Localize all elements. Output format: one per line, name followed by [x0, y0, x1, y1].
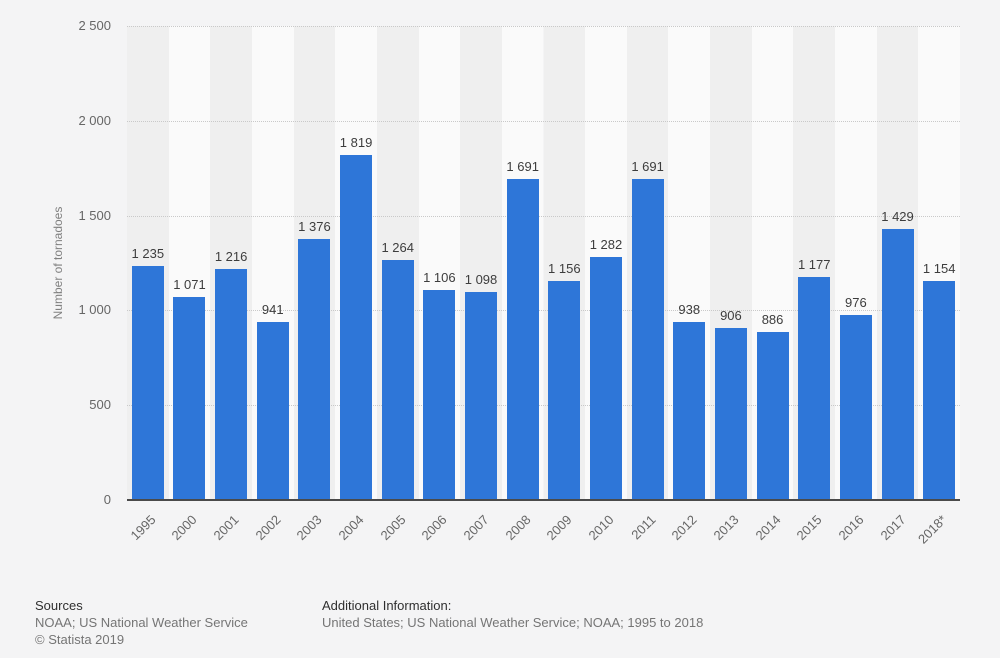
gridline-2500: [127, 26, 960, 27]
additional-info-heading: Additional Information:: [322, 598, 452, 613]
sources-line: NOAA; US National Weather Service: [35, 615, 248, 630]
copyright: © Statista 2019: [35, 632, 125, 647]
bar-2014[interactable]: [756, 332, 789, 500]
gridline-1000: [127, 310, 960, 312]
y-tick-label-0: 0: [103, 492, 111, 507]
bar-2000[interactable]: [173, 297, 206, 500]
bar-2016[interactable]: [839, 315, 872, 500]
x-axis: 1995 2000 2001 2002 2003 2004 2005 2006 2007 2008…: [127, 500, 960, 570]
bar-2011[interactable]: [631, 179, 664, 500]
bar-2015[interactable]: [798, 277, 831, 500]
y-tick-label-2500: 2 500: [78, 18, 111, 33]
bar-2006[interactable]: [423, 290, 456, 500]
y-tick-label-1500: 1 500: [78, 207, 111, 223]
additional-info-line: United States; US National Weather Servi…: [322, 615, 704, 630]
y-tick-label-2000: 2 000: [78, 112, 111, 128]
y-tick-label-1000: 1 000: [78, 302, 111, 318]
bar-1995[interactable]: [131, 266, 164, 500]
bar-2004[interactable]: [340, 155, 373, 500]
bar-2017[interactable]: [881, 229, 914, 500]
x-axis-line: [127, 499, 960, 501]
y-tick-label-500: 500: [89, 397, 111, 413]
bar-2018*[interactable]: [923, 281, 956, 500]
gridline-2000: [127, 120, 960, 122]
y-axis: 0 500 1 000 1 500 2 000 2 500: [0, 18, 111, 507]
sources-heading: Sources: [35, 598, 83, 613]
gridline-1500: [127, 215, 960, 217]
bar-2005[interactable]: [381, 260, 414, 500]
bar-2009[interactable]: [548, 281, 581, 500]
bar-2003[interactable]: [298, 239, 331, 500]
bar-2008[interactable]: [506, 179, 539, 500]
bar-2007[interactable]: [465, 292, 498, 500]
bar-2010[interactable]: [589, 257, 622, 500]
bar-2013[interactable]: [714, 328, 747, 500]
bar-2001[interactable]: [215, 269, 248, 500]
additional-info-block: Additional Information: United States; U…: [322, 597, 703, 631]
plot-area: 1 235 1 071 1 216 941 1 376 1 819 1 264 1 106 1 …: [127, 26, 960, 501]
bar-2012[interactable]: [673, 322, 706, 500]
bar-2002[interactable]: [256, 322, 289, 500]
gridline-500: [127, 405, 960, 407]
sources-block: Sources NOAA; US National Weather Servic…: [35, 597, 248, 648]
